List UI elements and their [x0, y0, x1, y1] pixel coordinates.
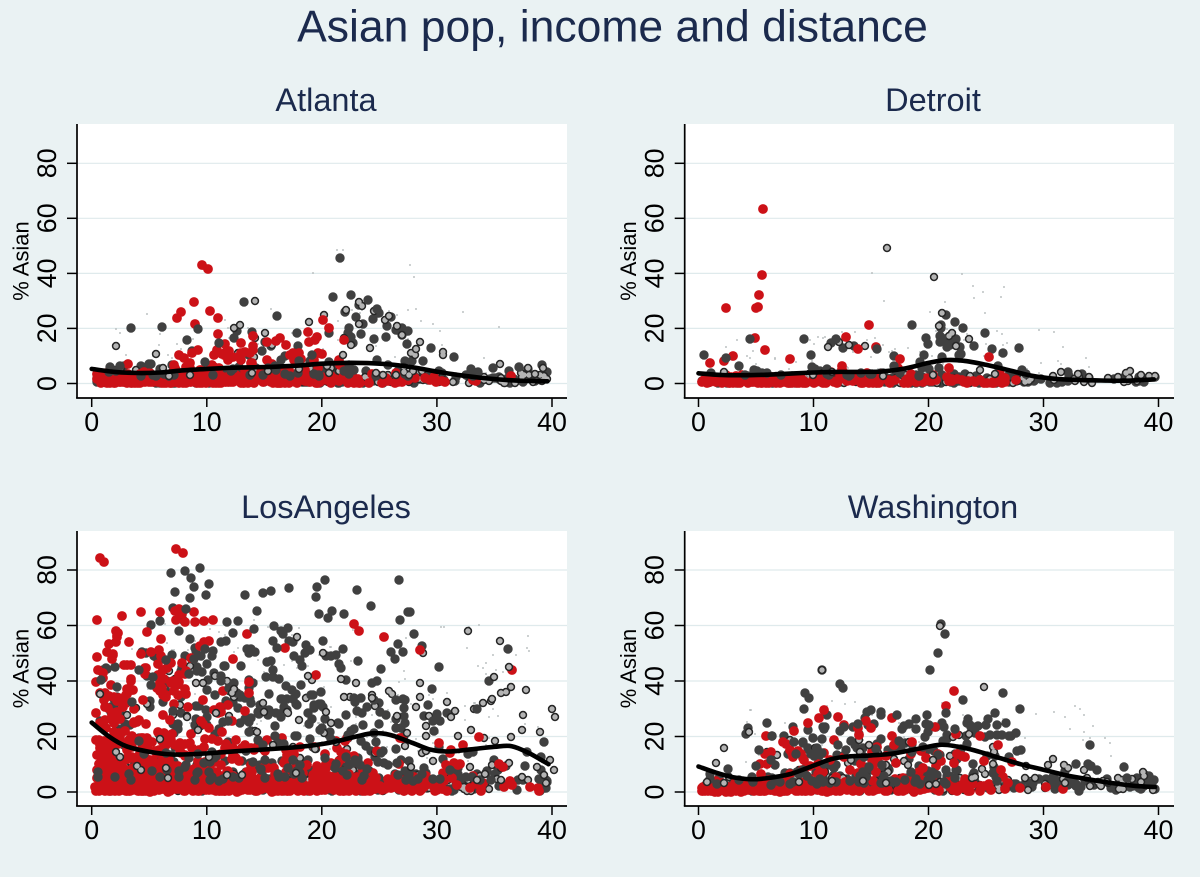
svg-text:60: 60	[640, 203, 670, 233]
svg-text:20: 20	[307, 407, 337, 437]
svg-text:Detroit: Detroit	[885, 82, 981, 118]
svg-text:40: 40	[1144, 407, 1174, 437]
svg-text:60: 60	[32, 611, 62, 641]
svg-text:10: 10	[192, 407, 222, 437]
svg-text:40: 40	[537, 407, 567, 437]
svg-text:80: 80	[640, 555, 670, 585]
svg-text:60: 60	[640, 611, 670, 641]
svg-text:40: 40	[32, 666, 62, 696]
svg-text:40: 40	[640, 258, 670, 288]
svg-text:0: 0	[84, 407, 99, 437]
svg-text:30: 30	[422, 407, 452, 437]
svg-text:Washington: Washington	[848, 489, 1018, 525]
svg-text:30: 30	[422, 815, 452, 845]
svg-text:30: 30	[1029, 815, 1059, 845]
svg-text:0: 0	[84, 815, 99, 845]
svg-text:0: 0	[32, 376, 62, 391]
svg-text:10: 10	[799, 407, 829, 437]
svg-text:20: 20	[32, 313, 62, 343]
svg-text:80: 80	[32, 148, 62, 178]
svg-text:10: 10	[192, 815, 222, 845]
svg-text:% Asian: % Asian	[9, 629, 34, 709]
svg-text:% Asian: % Asian	[9, 221, 34, 301]
svg-text:LosAngeles: LosAngeles	[241, 489, 411, 525]
svg-text:80: 80	[32, 555, 62, 585]
svg-text:60: 60	[32, 203, 62, 233]
svg-text:Atlanta: Atlanta	[275, 82, 377, 118]
svg-text:20: 20	[640, 722, 670, 752]
svg-text:40: 40	[1144, 815, 1174, 845]
svg-text:0: 0	[691, 815, 706, 845]
svg-text:% Asian: % Asian	[616, 221, 641, 301]
svg-text:20: 20	[32, 722, 62, 752]
svg-text:0: 0	[640, 785, 670, 800]
svg-text:0: 0	[640, 376, 670, 391]
svg-text:40: 40	[640, 666, 670, 696]
svg-text:% Asian: % Asian	[616, 629, 641, 709]
svg-text:40: 40	[537, 815, 567, 845]
svg-text:80: 80	[640, 148, 670, 178]
svg-text:10: 10	[799, 815, 829, 845]
svg-text:40: 40	[32, 258, 62, 288]
svg-text:20: 20	[914, 815, 944, 845]
svg-text:0: 0	[691, 407, 706, 437]
svg-text:0: 0	[32, 785, 62, 800]
svg-text:Asian pop, income and distance: Asian pop, income and distance	[297, 3, 928, 52]
svg-text:20: 20	[307, 815, 337, 845]
svg-text:20: 20	[640, 313, 670, 343]
svg-text:20: 20	[914, 407, 944, 437]
svg-text:30: 30	[1029, 407, 1059, 437]
